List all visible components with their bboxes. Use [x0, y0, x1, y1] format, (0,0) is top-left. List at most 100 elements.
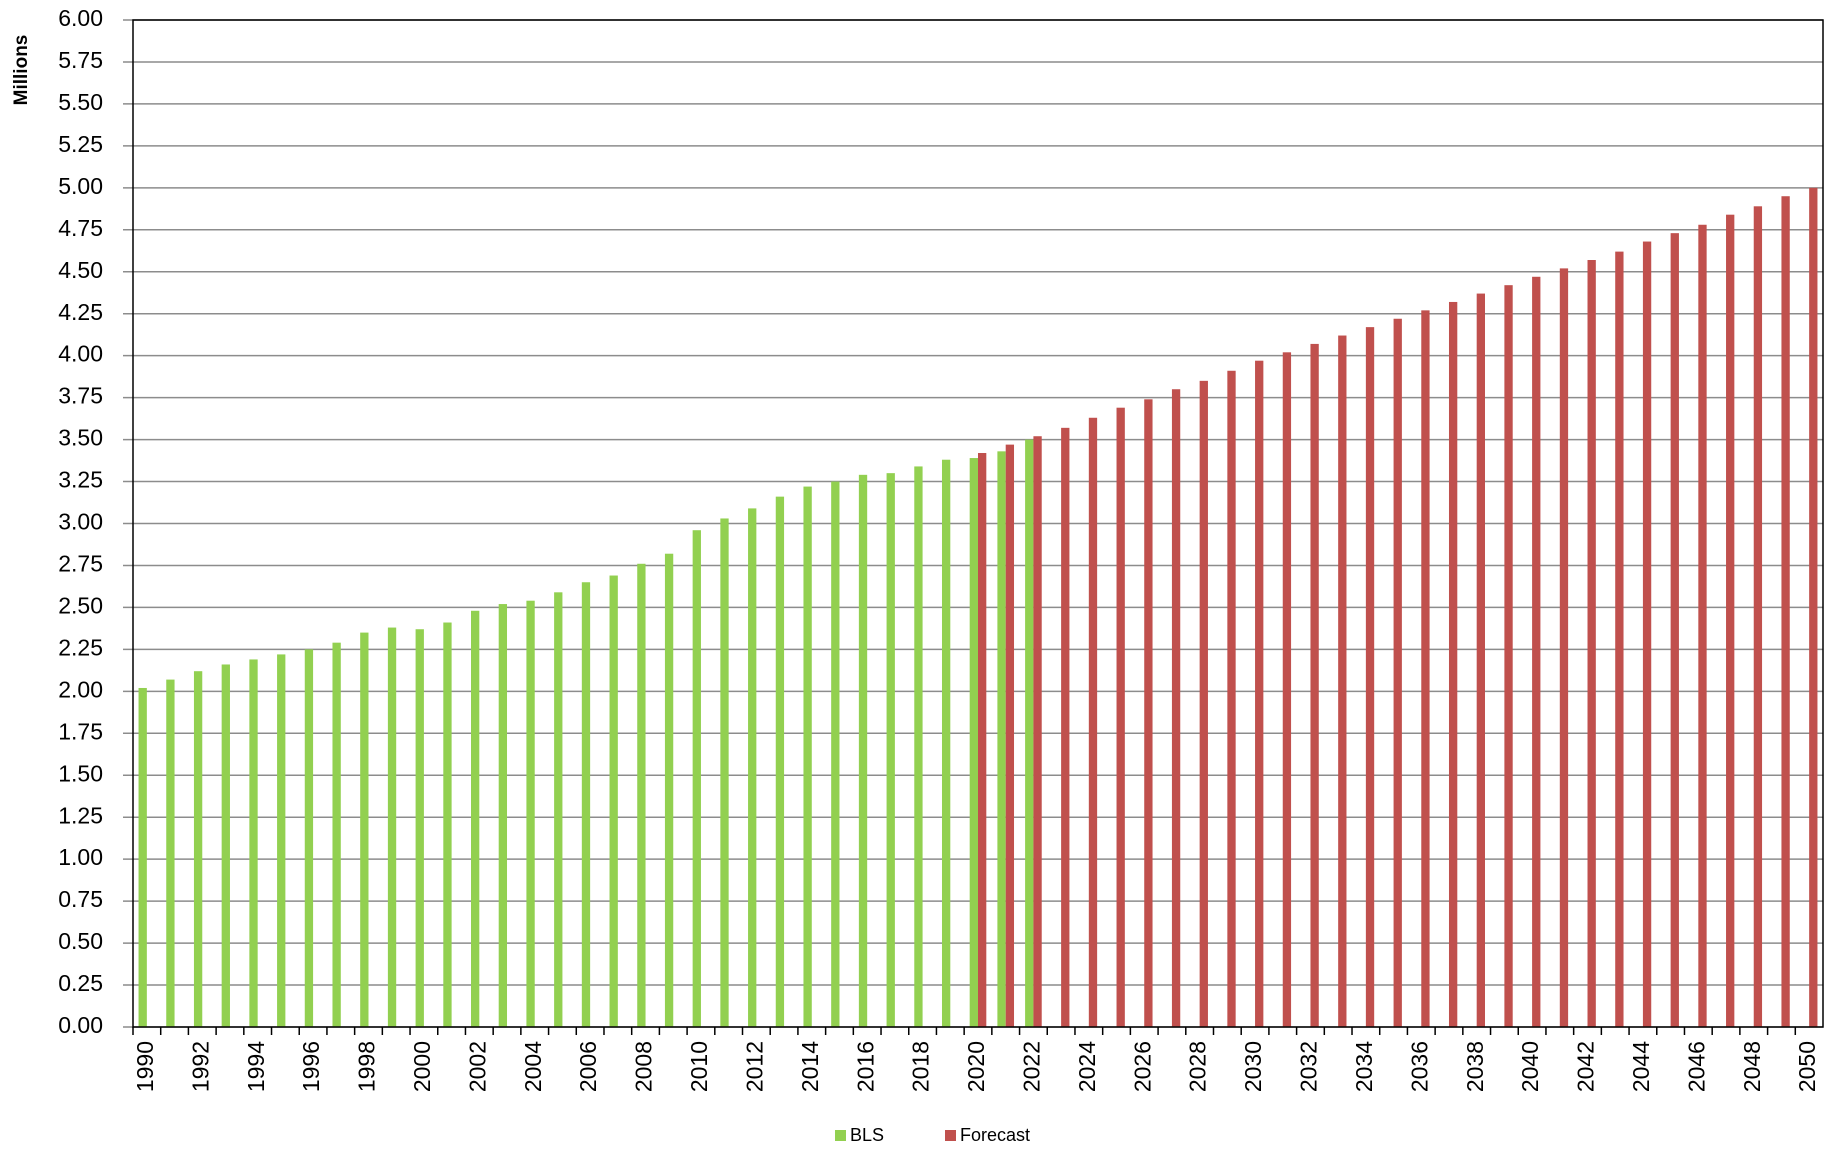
- bar: [1532, 276, 1541, 1027]
- x-tick-label: 2002: [464, 1041, 490, 1092]
- bar: [249, 659, 258, 1027]
- bar: [498, 604, 508, 1027]
- bar: [914, 466, 923, 1028]
- bar: [831, 481, 840, 1028]
- bar: [1559, 268, 1569, 1028]
- y-axis-label: Millions: [11, 35, 32, 106]
- y-tick-label: 4.25: [58, 299, 103, 325]
- x-tick-label: 2044: [1628, 1041, 1654, 1092]
- bar: [609, 575, 618, 1027]
- bar: [1310, 343, 1319, 1027]
- y-tick-label: 6.00: [58, 5, 103, 31]
- bar: [1255, 360, 1264, 1027]
- bar: [1005, 444, 1015, 1027]
- legend-swatch: [835, 1130, 846, 1141]
- bar: [1365, 327, 1375, 1027]
- x-tick-label: 2014: [797, 1041, 823, 1092]
- x-tick-label: 2012: [741, 1041, 767, 1092]
- x-tick-label: 2030: [1240, 1041, 1266, 1092]
- bar: [664, 553, 674, 1027]
- y-tick-label: 2.00: [58, 676, 103, 702]
- bar: [1698, 224, 1707, 1028]
- bar: [1809, 187, 1818, 1028]
- bar: [997, 451, 1006, 1027]
- y-tick-label: 3.25: [58, 467, 103, 493]
- y-tick-label: 3.50: [58, 425, 103, 451]
- bar: [138, 687, 147, 1027]
- bar: [443, 622, 452, 1027]
- y-tick-label: 5.25: [58, 131, 103, 157]
- x-tick-label: 2020: [963, 1041, 989, 1092]
- bar: [1642, 241, 1652, 1028]
- x-tick-label: 2042: [1573, 1041, 1599, 1092]
- y-tick-label: 4.75: [58, 215, 103, 241]
- bar: [277, 654, 286, 1027]
- y-tick-label: 5.50: [58, 89, 103, 115]
- x-tick-label: 2008: [631, 1041, 657, 1092]
- y-tick-label: 2.50: [58, 592, 103, 618]
- x-tick-label: 2006: [575, 1041, 601, 1092]
- x-tick-label: 2016: [852, 1041, 878, 1092]
- y-tick-label: 1.75: [58, 718, 103, 744]
- y-tick-label: 4.50: [58, 257, 103, 283]
- x-tick-label: 2004: [520, 1041, 546, 1092]
- x-tick-label: 2050: [1794, 1041, 1820, 1092]
- bar: [554, 592, 563, 1027]
- bar: [1476, 293, 1485, 1027]
- bar: [1781, 196, 1790, 1028]
- y-tick-label: 2.75: [58, 551, 103, 577]
- bar: [1282, 352, 1292, 1027]
- bar: [1421, 310, 1430, 1027]
- x-tick-label: 1990: [132, 1041, 158, 1092]
- bar: [1171, 389, 1181, 1027]
- x-tick-label: 2022: [1018, 1041, 1044, 1092]
- bar: [1116, 407, 1125, 1027]
- bar: [941, 459, 951, 1027]
- x-tick-label: 2010: [686, 1041, 712, 1092]
- x-tick-label: 1994: [243, 1041, 269, 1092]
- y-tick-label: 3.75: [58, 383, 103, 409]
- bar: [1670, 233, 1679, 1028]
- bar: [1144, 399, 1153, 1027]
- plot-border: [132, 19, 1824, 1028]
- bar: [1587, 260, 1596, 1027]
- x-tick-label: 2028: [1185, 1041, 1211, 1092]
- legend-label: Forecast: [960, 1125, 1030, 1145]
- bar: [1726, 214, 1735, 1028]
- y-tick-label: 5.00: [58, 173, 103, 199]
- bar: [1025, 439, 1034, 1027]
- bar: [360, 632, 369, 1027]
- bar: [581, 582, 591, 1027]
- bar: [1338, 335, 1347, 1027]
- bar: [332, 642, 341, 1027]
- bar: [1199, 380, 1208, 1027]
- x-tick-label: 2038: [1462, 1041, 1488, 1092]
- x-tick-label: 2024: [1074, 1041, 1100, 1092]
- bar: [978, 453, 987, 1027]
- x-tick-label: 2034: [1351, 1041, 1377, 1092]
- y-tick-label: 4.00: [58, 341, 103, 367]
- x-tick-label: 2026: [1129, 1041, 1155, 1092]
- bar: [637, 563, 646, 1027]
- x-tick-label: 2032: [1296, 1041, 1322, 1092]
- x-tick-label: 2048: [1739, 1041, 1765, 1092]
- bar: [1061, 427, 1070, 1028]
- x-tick-label: 1992: [187, 1041, 213, 1092]
- bar: [1448, 301, 1458, 1028]
- x-tick-label: 2046: [1683, 1041, 1709, 1092]
- y-tick-label: 0.00: [58, 1012, 103, 1038]
- y-tick-label: 2.25: [58, 634, 103, 660]
- bar: [1088, 417, 1098, 1027]
- y-tick-label: 1.50: [58, 760, 103, 786]
- bar: [803, 486, 812, 1027]
- x-tick-label: 1996: [298, 1041, 324, 1092]
- y-tick-label: 1.00: [58, 844, 103, 870]
- y-tick-label: 0.75: [58, 886, 103, 912]
- bar: [969, 458, 978, 1027]
- bar: [471, 610, 480, 1027]
- bar: [221, 664, 230, 1027]
- y-tick-label: 3.00: [58, 509, 103, 535]
- bar: [526, 600, 535, 1027]
